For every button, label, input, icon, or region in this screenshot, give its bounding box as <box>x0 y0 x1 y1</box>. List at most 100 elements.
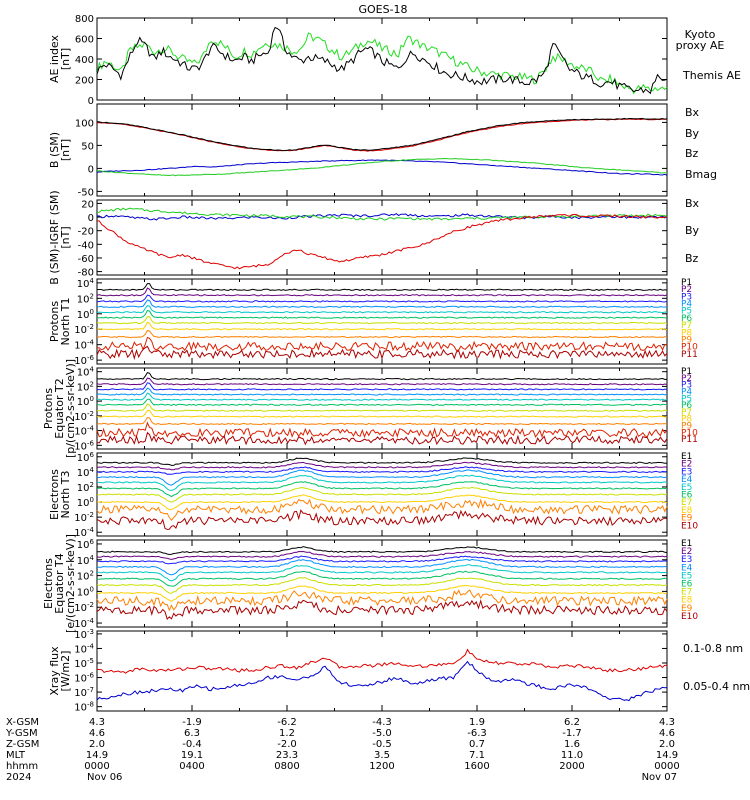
x-row-value-3-6: 14.9 <box>656 750 678 761</box>
channel-line-pt1-P5 <box>96 305 668 314</box>
channel-label-et4-E7: E7 <box>681 588 692 598</box>
channel-line-et4-E7 <box>96 577 668 594</box>
channel-label-pt2-P2: P2 <box>681 374 692 384</box>
x-row-value-1-5: -1.7 <box>562 728 582 739</box>
channel-line-et3-E1 <box>96 457 668 466</box>
y-tick-label-et3-0: 10-4 <box>74 526 94 539</box>
chart-title: GOES-18 <box>358 3 407 16</box>
series-line-ae-0 <box>96 32 668 95</box>
channel-line-et3-E2 <box>96 461 668 471</box>
x-row-value-5-6: Nov 07 <box>642 772 677 783</box>
channel-label-pt2-P4: P4 <box>681 387 692 397</box>
channel-label-pt2-P5: P5 <box>681 394 692 404</box>
channel-line-et4-E10 <box>96 599 668 620</box>
y-tick-label-et4-4: 104 <box>77 554 95 567</box>
y-tick-label-bsm-1: 0 <box>88 164 94 175</box>
y-tick-label-bsm-0: -50 <box>78 187 94 198</box>
x-row-value-1-6: 4.6 <box>659 728 675 739</box>
y-tick-label-pt2-2: 10-2 <box>74 410 94 423</box>
channel-label-et4-E4: E4 <box>681 563 693 573</box>
channel-label-pt1-P2: P2 <box>681 285 692 295</box>
channel-label-pt2-P11: P11 <box>681 435 698 445</box>
x-row-value-4-3: 1200 <box>369 761 394 772</box>
x-row-value-1-0: 4.6 <box>89 728 105 739</box>
channel-label-pt2-P10: P10 <box>681 428 698 438</box>
x-row-value-4-2: 0800 <box>274 761 299 772</box>
x-row-label-3: MLT <box>6 750 26 761</box>
channel-label-et4-E10: E10 <box>681 612 698 622</box>
x-row-label-5: 2024 <box>6 772 31 783</box>
x-row-value-1-1: 6.3 <box>184 728 200 739</box>
series-line-bigrf-1 <box>96 207 668 221</box>
legend-bigrf-2: Bz <box>685 252 699 265</box>
channel-line-et3-E3 <box>96 466 668 475</box>
y-axis-label-bsm-1: [nT] <box>59 139 72 161</box>
y-tick-label-pt2-5: 104 <box>77 366 95 379</box>
x-row-value-3-5: 11.0 <box>561 750 583 761</box>
y-tick-label-xray-1: 10-7 <box>74 686 94 699</box>
channel-line-et4-E2 <box>96 550 668 560</box>
channel-label-pt1-P9: P9 <box>681 335 692 345</box>
channel-label-pt1-P10: P10 <box>681 343 698 353</box>
channel-label-et3-E2: E2 <box>681 460 692 470</box>
y-tick-label-xray-3: 10-5 <box>74 657 94 670</box>
legend-bsm-3: Bmag <box>685 168 717 181</box>
x-row-value-2-2: -2.0 <box>277 739 297 750</box>
channel-line-pt2-P4 <box>96 387 668 396</box>
channel-label-pt2-P3: P3 <box>681 381 692 391</box>
y-tick-label-et3-2: 100 <box>77 496 94 509</box>
channel-line-pt1-P6 <box>96 309 668 319</box>
channel-line-et4-E9 <box>96 589 668 612</box>
y-tick-label-bigrf-3: -20 <box>78 227 94 238</box>
channel-label-pt2-P7: P7 <box>681 408 692 418</box>
channel-line-et4-E8 <box>96 584 668 602</box>
y-tick-label-xray-2: 10-6 <box>74 672 94 685</box>
x-row-value-3-4: 7.1 <box>469 750 485 761</box>
channel-line-pt2-P11 <box>96 431 668 446</box>
channel-label-et3-E7: E7 <box>681 498 692 508</box>
y-axis-label-xray-1: [W/m2] <box>59 651 72 692</box>
x-row-value-2-4: 0.7 <box>469 739 485 750</box>
channel-label-et4-E1: E1 <box>681 539 692 549</box>
series-line-bigrf-0 <box>96 212 668 221</box>
channel-line-et4-E3 <box>96 555 668 565</box>
channel-label-pt1-P5: P5 <box>681 307 692 317</box>
y-axis-label-et4-2: [e/(cm2-s-sr-keV)] <box>64 534 77 633</box>
channel-label-et4-E3: E3 <box>681 555 692 565</box>
y-axis-label-xray-0: Xray flux <box>48 646 61 696</box>
channel-label-et3-E5: E5 <box>681 483 692 493</box>
channel-line-et3-E4 <box>96 469 668 486</box>
y-tick-label-ae-4: 800 <box>75 14 94 25</box>
y-tick-label-ae-2: 400 <box>75 55 94 66</box>
x-row-value-0-2: -6.2 <box>277 717 297 728</box>
y-axis-label-pt2-2: [p/(cm2-s-sr-keV)] <box>64 359 77 458</box>
channel-label-et3-E1: E1 <box>681 452 692 462</box>
channel-line-et3-E9 <box>96 498 668 521</box>
y-tick-label-xray-0: 10-8 <box>74 701 94 714</box>
x-row-value-4-4: 1600 <box>464 761 489 772</box>
channel-line-et3-E6 <box>96 481 668 498</box>
legend-ae-0: Kyoto <box>685 28 716 41</box>
y-axis-label-ae-0: AE index <box>48 34 61 83</box>
channel-line-pt1-P9 <box>96 329 668 339</box>
channel-label-et3-E9: E9 <box>681 514 693 524</box>
x-row-value-2-5: 1.6 <box>564 739 580 750</box>
x-row-value-4-6: 0000 <box>654 761 679 772</box>
channel-line-et4-E6 <box>96 570 668 587</box>
channel-label-et3-E6: E6 <box>681 491 693 501</box>
y-tick-label-et3-1: 10-2 <box>74 511 94 524</box>
y-tick-label-xray-5: 10-3 <box>74 628 94 641</box>
x-row-value-3-1: 19.1 <box>181 750 203 761</box>
channel-line-pt2-P8 <box>96 409 668 418</box>
channel-line-pt1-P7 <box>96 316 668 325</box>
channel-line-et3-E8 <box>97 494 668 511</box>
channel-label-et3-E10: E10 <box>681 521 698 531</box>
y-axis-label-et4-0: Electrons <box>42 558 55 609</box>
x-row-value-3-2: 23.3 <box>276 750 298 761</box>
x-row-value-0-6: 4.3 <box>659 717 675 728</box>
y-axis-label-et3-1: North T3 <box>59 471 72 519</box>
series-line-bsm-3 <box>96 117 668 152</box>
y-axis-label-bigrf-0: B (SM)-IGRF (SM) <box>48 190 61 284</box>
channel-line-pt1-P8 <box>96 321 668 331</box>
channel-label-et4-E5: E5 <box>681 571 692 581</box>
